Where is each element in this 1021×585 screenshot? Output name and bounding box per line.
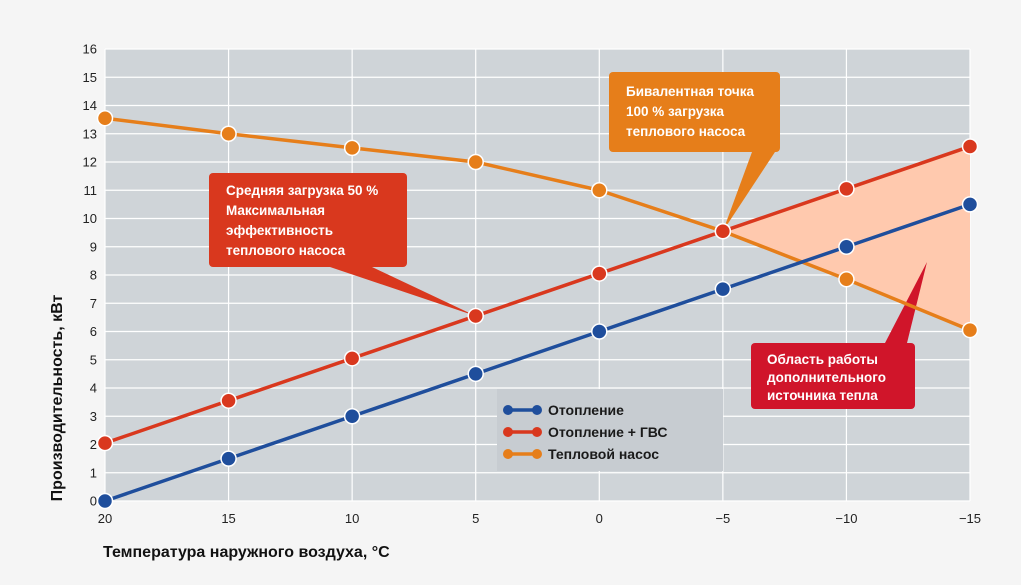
callout-text: источника тепла bbox=[767, 388, 878, 403]
x-tick-label: −15 bbox=[959, 511, 981, 526]
legend-swatch-dot bbox=[503, 405, 513, 415]
y-tick-label: 1 bbox=[90, 465, 97, 480]
y-tick-label: 8 bbox=[90, 268, 97, 283]
callout-text: эффективность bbox=[226, 223, 333, 238]
x-tick-label: −10 bbox=[835, 511, 857, 526]
data-point bbox=[591, 182, 608, 199]
y-tick-label: 9 bbox=[90, 239, 97, 254]
series-line bbox=[104, 202, 971, 503]
y-tick-label: 7 bbox=[90, 296, 97, 311]
legend-swatch-dot bbox=[503, 427, 513, 437]
callout-text: дополнительного bbox=[767, 370, 886, 385]
data-point bbox=[220, 450, 237, 467]
x-tick-label: 10 bbox=[345, 511, 359, 526]
data-point bbox=[838, 270, 855, 288]
data-point bbox=[467, 365, 484, 383]
callout-text: Максимальная bbox=[226, 203, 325, 218]
callout-text: теплового насоса bbox=[626, 124, 746, 139]
callout-pointer bbox=[330, 267, 476, 316]
y-tick-label: 11 bbox=[84, 183, 98, 198]
series-line bbox=[104, 144, 971, 445]
data-point bbox=[714, 222, 732, 240]
y-tick-label: 2 bbox=[90, 437, 97, 452]
data-point bbox=[220, 125, 237, 142]
data-point bbox=[467, 153, 484, 171]
data-point bbox=[961, 196, 979, 213]
callout-box-biv bbox=[609, 72, 780, 152]
legend-swatch-dot bbox=[532, 405, 542, 415]
y-axis-title: Производительность, кВт bbox=[49, 295, 66, 502]
callout-text: Средняя загрузка 50 % bbox=[226, 183, 378, 198]
x-tick-label: −5 bbox=[715, 511, 730, 526]
callout-pointer bbox=[722, 152, 775, 232]
data-point bbox=[714, 280, 732, 298]
y-tick-label: 0 bbox=[90, 494, 97, 509]
series-layer bbox=[96, 109, 979, 510]
legend-swatch-dot bbox=[532, 427, 542, 437]
y-tick-label: 16 bbox=[83, 42, 97, 57]
data-point bbox=[220, 392, 237, 409]
callout-text: 100 % загрузка bbox=[626, 104, 725, 119]
x-tick-label: 5 bbox=[472, 511, 479, 526]
y-tick-label: 14 bbox=[83, 98, 97, 113]
y-tick-label: 5 bbox=[90, 352, 97, 367]
data-point bbox=[961, 138, 979, 155]
callout-box-avg bbox=[209, 173, 407, 267]
x-tick-label: 0 bbox=[596, 511, 603, 526]
legend-label: Отопление + ГВС bbox=[548, 424, 668, 440]
y-tick-label: 15 bbox=[83, 70, 97, 85]
data-point bbox=[96, 434, 114, 452]
callout-text: Бивалентная точка bbox=[626, 84, 755, 99]
data-point bbox=[343, 408, 361, 425]
y-tick-label: 13 bbox=[83, 126, 97, 141]
legend: Отопление Отопление + ГВС Тепловой насос bbox=[503, 402, 668, 462]
y-tick-label: 3 bbox=[90, 409, 97, 424]
x-tick-label: 20 bbox=[98, 511, 112, 526]
series-line bbox=[104, 116, 971, 332]
data-point bbox=[838, 180, 855, 198]
y-tick-label: 10 bbox=[83, 211, 97, 226]
y-tick-label: 12 bbox=[83, 155, 97, 170]
legend-label: Тепловой насос bbox=[548, 446, 659, 462]
supplementary-heat-area bbox=[722, 146, 970, 331]
legend-swatch-dot bbox=[532, 449, 542, 459]
legend-label: Отопление bbox=[548, 402, 624, 418]
y-tick-label: 4 bbox=[90, 381, 97, 396]
y-tick-label: 6 bbox=[90, 324, 97, 339]
data-point bbox=[467, 307, 484, 325]
callout-text: Область работы bbox=[767, 352, 878, 367]
data-point bbox=[591, 265, 608, 282]
data-point bbox=[591, 323, 608, 340]
x-tick-label: 15 bbox=[221, 511, 235, 526]
callout-box-area bbox=[751, 343, 915, 409]
x-axis-title: Температура наружного воздуха, °C bbox=[103, 544, 390, 561]
data-point bbox=[961, 321, 979, 339]
data-point bbox=[343, 350, 361, 367]
data-point bbox=[343, 139, 361, 157]
legend-swatch-dot bbox=[503, 449, 513, 459]
data-point bbox=[96, 109, 114, 127]
callout-text: теплового насоса bbox=[226, 243, 346, 258]
data-point bbox=[96, 492, 114, 510]
data-point bbox=[838, 238, 855, 255]
